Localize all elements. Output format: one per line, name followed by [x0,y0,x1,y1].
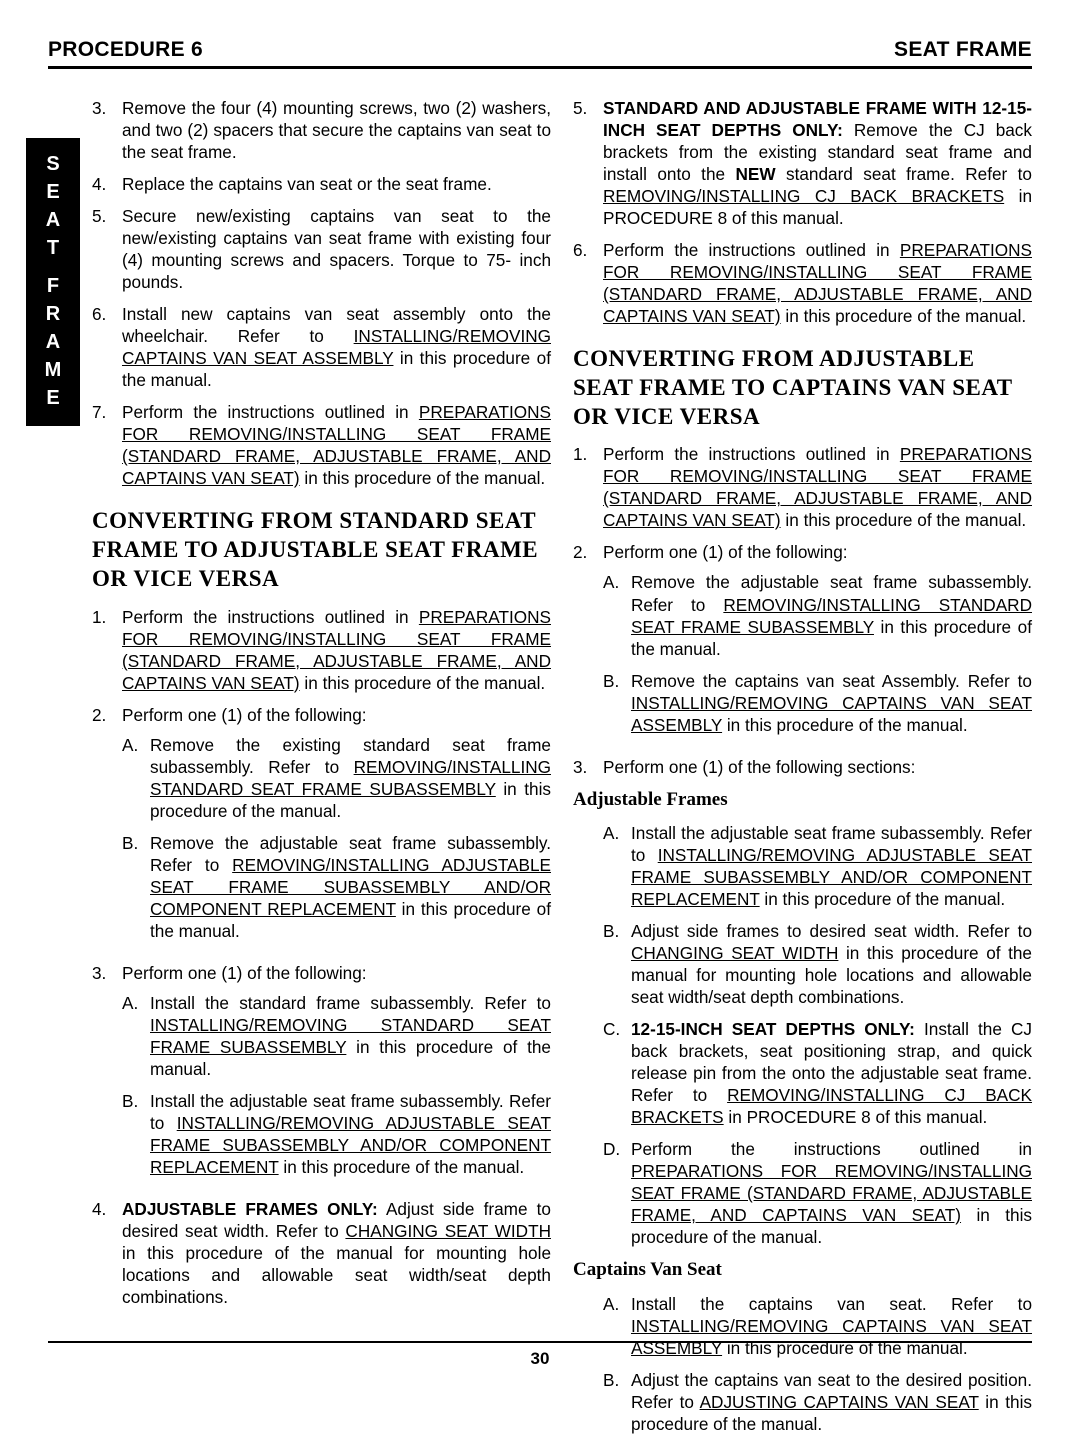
sec2-adj-A: A.Install the adjustable seat frame suba… [603,822,1032,910]
subheading-adjustable: Adjustable Frames [573,788,1032,812]
step-3: 3.Remove the four (4) mounting screws, t… [92,97,551,163]
sec2-cap-B: B.Adjust the captains van seat to the de… [603,1369,1032,1435]
xref-link: REMOVING/INSTALLING CJ BACK BRACKETS [603,186,1004,206]
xref-link: ADJUSTING CAPTAINS VAN SEAT [700,1392,979,1412]
page-header: PROCEDURE 6 SEAT FRAME [48,38,1032,69]
sec2-adj-B: B.Adjust side frames to desired seat wid… [603,920,1032,1008]
step-5: 5.Secure new/existing captains van seat … [92,205,551,293]
section-heading-1: CONVERTING FROM STANDARD SEAT FRAME TO A… [92,507,551,593]
xref-link: CHANGING SEAT WIDTH [345,1221,551,1241]
sec2-adj-C: C.12-15-INCH SEAT DEPTHS ONLY: Install t… [603,1018,1032,1128]
header-right: SEAT FRAME [894,38,1032,62]
xref-link: CHANGING SEAT WIDTH [631,943,838,963]
sec1-3A: A.Install the standard frame subassembly… [122,992,551,1080]
step-7: 7.Perform the instructions outlined in P… [92,401,551,489]
sec1-step-1: 1.Perform the instructions outlined in P… [92,606,551,694]
section-heading-2: CONVERTING FROM ADJUSTABLE SEAT FRAME TO… [573,345,1032,431]
initial-steps: 3.Remove the four (4) mounting screws, t… [92,97,551,489]
sec1-3B: B.Install the adjustable seat frame suba… [122,1090,551,1178]
sec2-steps: 1.Perform the instructions outlined in P… [573,443,1032,777]
sec1-step-2: 2. Perform one (1) of the following: A.R… [92,704,551,952]
sec1-step-5: 5.STANDARD AND ADJUSTABLE FRAME WITH 12-… [573,97,1032,229]
sec2-step-2: 2. Perform one (1) of the following: A.R… [573,541,1032,745]
sec1-2B: B.Remove the adjustable seat frame subas… [122,832,551,942]
step-4: 4.Replace the captains van seat or the s… [92,173,551,195]
sec2-adj-list: A.Install the adjustable seat frame suba… [603,822,1032,1248]
sec1-step-4: 4.ADJUSTABLE FRAMES ONLY: Adjust side fr… [92,1198,551,1308]
side-tab: S E A T F R A M E [26,138,80,426]
page-number: 30 [531,1349,550,1368]
sec2-step-3: 3.Perform one (1) of the following secti… [573,756,1032,778]
sec2-2B: B.Remove the captains van seat Assembly.… [603,670,1032,736]
header-left: PROCEDURE 6 [48,38,203,62]
step-6: 6.Install new captains van seat assembly… [92,303,551,391]
sec1-step-3: 3. Perform one (1) of the following: A.I… [92,962,551,1188]
sec2-adj-D: D.Perform the instructions outlined in P… [603,1138,1032,1248]
manual-page: PROCEDURE 6 SEAT FRAME S E A T F R A M E… [0,0,1080,1397]
sec1-step-6: 6.Perform the instructions outlined in P… [573,239,1032,327]
sec2-step-1: 1.Perform the instructions outlined in P… [573,443,1032,531]
subheading-captains: Captains Van Seat [573,1258,1032,1282]
body-columns: 3.Remove the four (4) mounting screws, t… [92,97,1032,1435]
sec1-2A: A.Remove the existing standard seat fram… [122,734,551,822]
sec2-2A: A.Remove the adjustable seat frame subas… [603,571,1032,659]
page-footer: 30 [0,1341,1080,1369]
